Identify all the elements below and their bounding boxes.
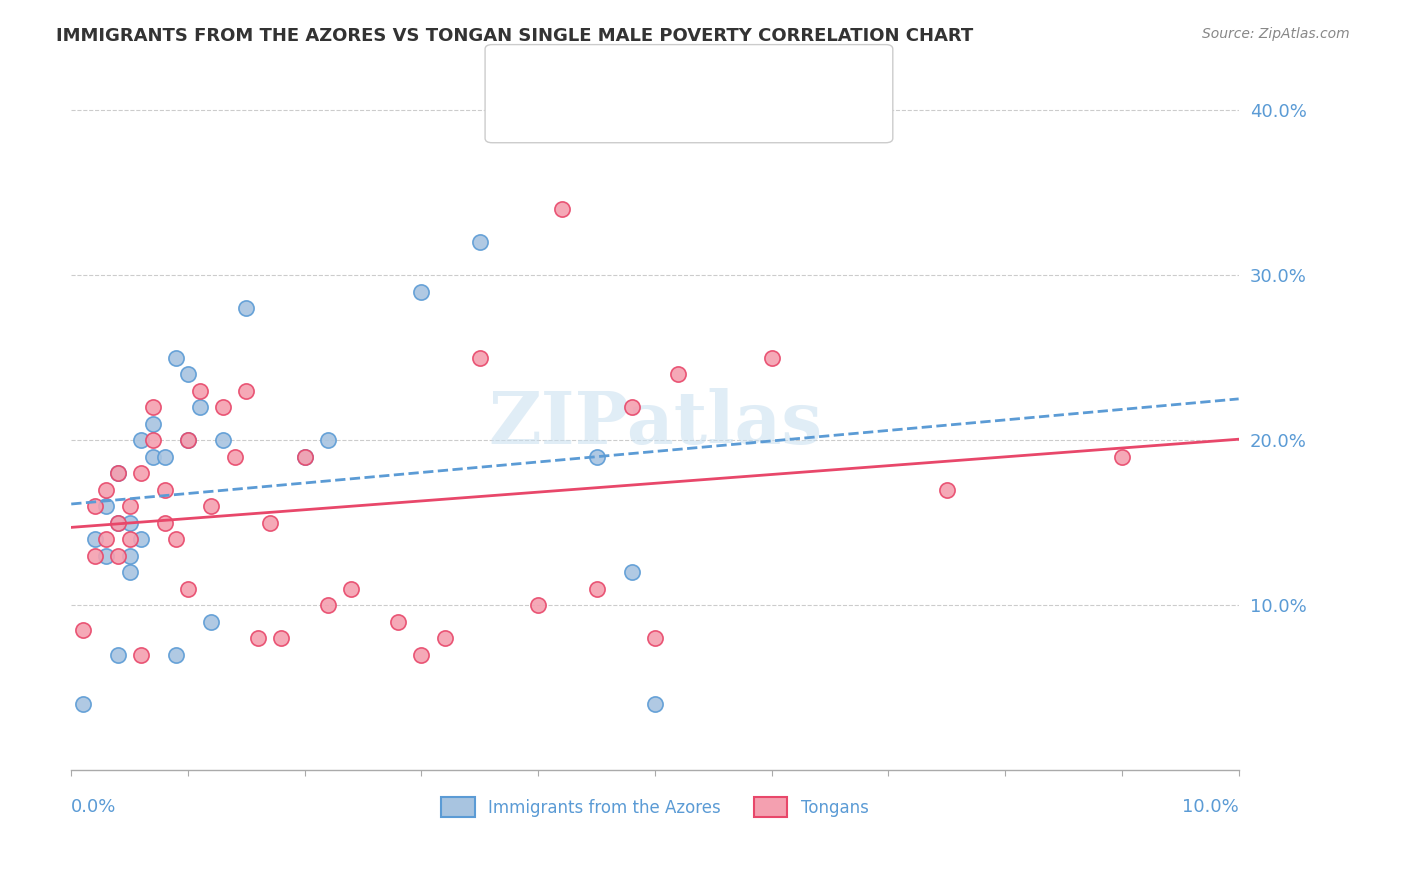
Point bbox=[142, 450, 165, 464]
Point bbox=[212, 434, 235, 448]
Text: R = 0.551   N = 43: R = 0.551 N = 43 bbox=[560, 92, 717, 110]
Point bbox=[177, 368, 200, 382]
Point bbox=[153, 516, 176, 530]
Point bbox=[316, 434, 339, 448]
Point bbox=[644, 697, 666, 711]
Point bbox=[129, 434, 152, 448]
Point bbox=[142, 434, 165, 448]
Text: R = 0.275   N = 30: R = 0.275 N = 30 bbox=[560, 56, 717, 74]
Point bbox=[153, 483, 176, 497]
Point bbox=[83, 549, 105, 563]
Point bbox=[935, 483, 957, 497]
Point bbox=[340, 582, 363, 596]
Point bbox=[433, 631, 456, 645]
Point bbox=[153, 450, 176, 464]
Point bbox=[188, 401, 211, 415]
Text: Source: ZipAtlas.com: Source: ZipAtlas.com bbox=[1202, 27, 1350, 41]
Point bbox=[585, 582, 607, 596]
Point bbox=[270, 631, 292, 645]
Point bbox=[142, 401, 165, 415]
Point bbox=[177, 434, 200, 448]
Point bbox=[107, 516, 129, 530]
Point bbox=[107, 466, 129, 480]
Point bbox=[235, 384, 257, 398]
Point bbox=[165, 532, 187, 546]
Point bbox=[235, 301, 257, 316]
Point bbox=[72, 623, 94, 637]
Point bbox=[129, 466, 152, 480]
Text: IMMIGRANTS FROM THE AZORES VS TONGAN SINGLE MALE POVERTY CORRELATION CHART: IMMIGRANTS FROM THE AZORES VS TONGAN SIN… bbox=[56, 27, 973, 45]
Point bbox=[620, 565, 643, 579]
Point bbox=[118, 516, 141, 530]
Text: 0.0%: 0.0% bbox=[72, 797, 117, 815]
Point bbox=[527, 598, 550, 612]
Point bbox=[1111, 450, 1133, 464]
Point bbox=[72, 697, 94, 711]
Point bbox=[224, 450, 246, 464]
Point bbox=[411, 648, 433, 662]
Point bbox=[129, 532, 152, 546]
Point bbox=[585, 450, 607, 464]
Point bbox=[96, 532, 118, 546]
Point bbox=[620, 401, 643, 415]
Point bbox=[83, 532, 105, 546]
Point bbox=[644, 631, 666, 645]
Point bbox=[118, 499, 141, 513]
Point bbox=[247, 631, 270, 645]
Point bbox=[107, 648, 129, 662]
Point bbox=[83, 499, 105, 513]
Point bbox=[468, 351, 491, 365]
Text: ZIPatlas: ZIPatlas bbox=[488, 388, 823, 459]
Point bbox=[316, 598, 339, 612]
Point bbox=[129, 648, 152, 662]
Point bbox=[761, 351, 783, 365]
Point bbox=[200, 615, 222, 629]
Point bbox=[165, 648, 187, 662]
Point bbox=[177, 582, 200, 596]
Point bbox=[107, 466, 129, 480]
Point bbox=[468, 235, 491, 250]
Point bbox=[200, 499, 222, 513]
Legend: Immigrants from the Azores, Tongans: Immigrants from the Azores, Tongans bbox=[434, 790, 876, 824]
Point bbox=[177, 434, 200, 448]
Point bbox=[550, 202, 572, 217]
Point bbox=[259, 516, 281, 530]
Point bbox=[118, 549, 141, 563]
Point bbox=[96, 483, 118, 497]
Point bbox=[411, 285, 433, 299]
Point bbox=[165, 351, 187, 365]
Text: 10.0%: 10.0% bbox=[1182, 797, 1239, 815]
Point bbox=[118, 532, 141, 546]
Point bbox=[142, 417, 165, 431]
Point bbox=[212, 401, 235, 415]
Point bbox=[188, 384, 211, 398]
Point bbox=[96, 499, 118, 513]
Point bbox=[118, 565, 141, 579]
Point bbox=[107, 516, 129, 530]
Point bbox=[387, 615, 409, 629]
Point bbox=[294, 450, 316, 464]
Point bbox=[666, 368, 689, 382]
Point bbox=[96, 549, 118, 563]
Point bbox=[294, 450, 316, 464]
Point bbox=[107, 549, 129, 563]
